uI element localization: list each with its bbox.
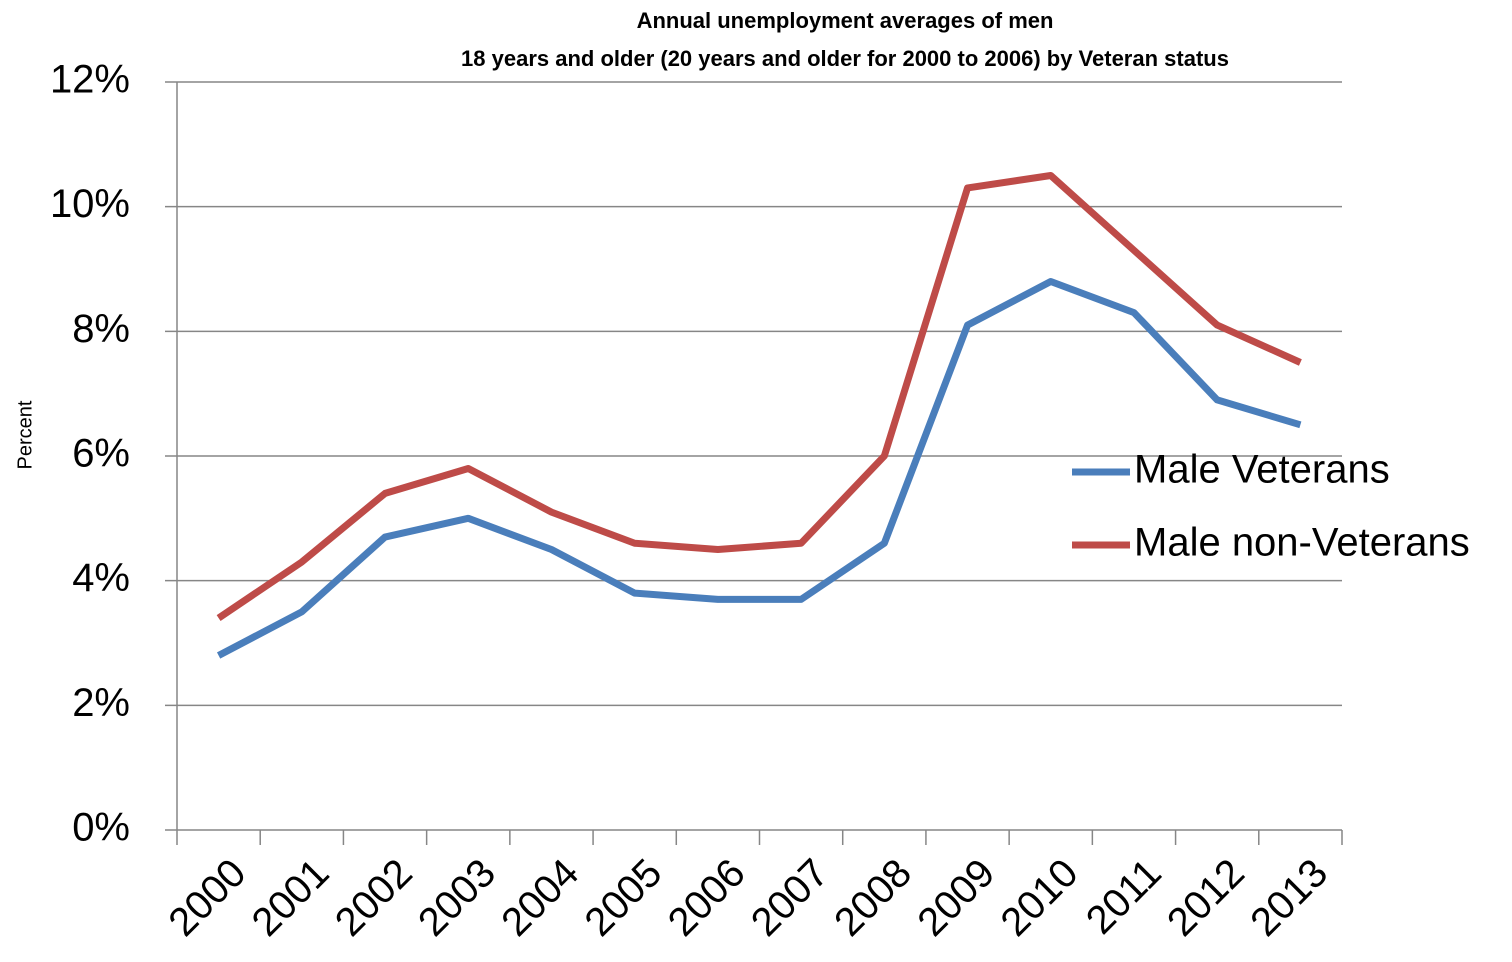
x-tick-label: 2011 [1078,851,1170,943]
x-tick-label: 2006 [660,851,754,945]
x-tick-label: 2010 [993,851,1087,945]
series-line [216,172,1302,621]
y-tick-label: 8% [72,307,130,351]
y-tick-label: 0% [72,806,130,850]
x-tick-label: 2012 [1159,851,1253,945]
y-tick-label: 2% [72,681,130,725]
x-tick-label: 2013 [1242,851,1336,945]
y-tick-label: 12% [50,58,130,102]
x-tick-label: 2008 [826,851,920,945]
series-line [216,277,1302,659]
x-tick-label: 2001 [244,851,338,945]
y-axis-label: Percent [14,400,36,469]
x-tick-label: 2007 [743,851,837,945]
x-tick-label: 2003 [410,851,504,945]
y-tick-label: 4% [72,556,130,600]
chart-title: 18 years and older (20 years and older f… [461,46,1229,71]
x-tick-label: 2004 [493,851,587,945]
x-tick-label: 2009 [909,851,1003,945]
x-tick-label: 2002 [327,851,421,945]
chart-title: Annual unemployment averages of men [637,8,1054,33]
legend-label: Male Veterans [1134,448,1390,492]
x-tick-label: 2005 [576,851,670,945]
y-tick-label: 6% [72,432,130,476]
legend-label: Male non-Veterans [1134,521,1470,565]
x-tick-label: 2000 [160,851,254,945]
y-tick-label: 10% [50,182,130,226]
